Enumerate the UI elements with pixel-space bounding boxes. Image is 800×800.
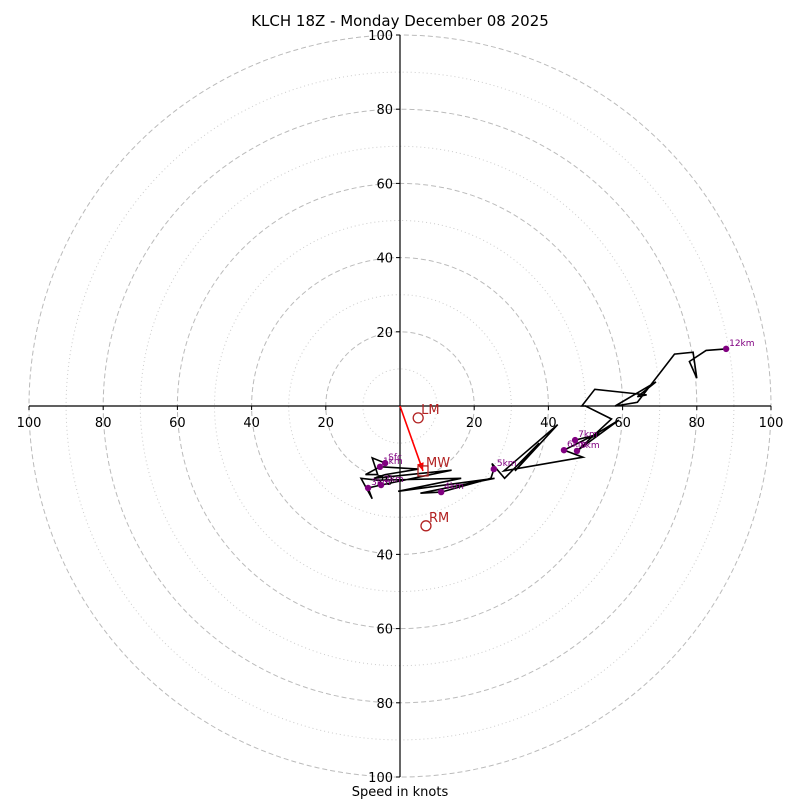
y-tick-label: 60 (376, 177, 393, 192)
height-marker-7km (571, 436, 579, 444)
height-label-8km: 8km (580, 441, 600, 451)
height-marker-12km (722, 345, 730, 353)
tick-labels: 100 80 60 40 20 20 40 60 80 100100806040202040608… (17, 29, 784, 786)
height-marker-2km (377, 481, 385, 489)
motion-marker-mw (417, 465, 429, 477)
y-tick-label: 40 (376, 252, 393, 267)
y-tick-label: 100 (368, 771, 393, 786)
x-tick-label: 100 (759, 416, 784, 431)
mean-wind-arrow (399, 405, 424, 472)
height-marker-5km (490, 465, 498, 473)
y-tick-label: 60 (376, 623, 393, 638)
height-marker-4km (437, 488, 445, 496)
height-label-2km: 2km (384, 475, 404, 485)
y-tick-label: 40 (376, 548, 393, 563)
x-tick-label: 60 (614, 416, 631, 431)
height-marker-6km (560, 446, 568, 454)
x-tick-label: 20 (318, 416, 335, 431)
height-label-7km: 7km (578, 430, 598, 440)
mean-wind-arrow-group (399, 405, 424, 472)
x-tick-label: 40 (540, 416, 557, 431)
motion-marker-lm (412, 412, 424, 424)
height-label-4km: 4km (444, 482, 464, 492)
y-tick-label: 80 (376, 697, 393, 712)
y-tick-label: 100 (368, 29, 393, 44)
chart-title: KLCH 18Z - Monday December 08 2025 (251, 12, 549, 30)
hodograph-trace-group (359, 348, 727, 500)
storm-motion-markers: LM MW RM (412, 403, 450, 532)
height-label-6km: 6km (567, 440, 587, 450)
height-label-12km: 12km (729, 339, 754, 349)
hodograph-trace (359, 348, 727, 500)
x-axis-label: Speed in knots (352, 785, 449, 800)
height-marker-1km (376, 463, 384, 471)
x-tick-label: 100 (17, 416, 42, 431)
height-label-sfc: Sfc (388, 453, 402, 463)
y-tick-label: 20 (376, 326, 393, 341)
motion-label-lm: LM (421, 403, 439, 418)
motion-label-rm: RM (429, 511, 449, 526)
x-tick-label: 80 (95, 416, 112, 431)
x-tick-label: 20 (466, 416, 483, 431)
x-tick-label: 80 (689, 416, 706, 431)
height-label-5km: 5km (497, 459, 517, 469)
motion-marker-rm (420, 520, 432, 532)
y-tick-label: 80 (376, 103, 393, 118)
height-marker-8km (573, 447, 581, 455)
x-tick-label: 40 (243, 416, 260, 431)
height-label-3km: 3km (371, 478, 391, 488)
height-label-1km: 1km (383, 457, 403, 467)
motion-label-mw: MW (426, 456, 450, 471)
height-marker-sfc (381, 459, 389, 467)
height-marker-3km (364, 484, 372, 492)
x-tick-label: 60 (169, 416, 186, 431)
